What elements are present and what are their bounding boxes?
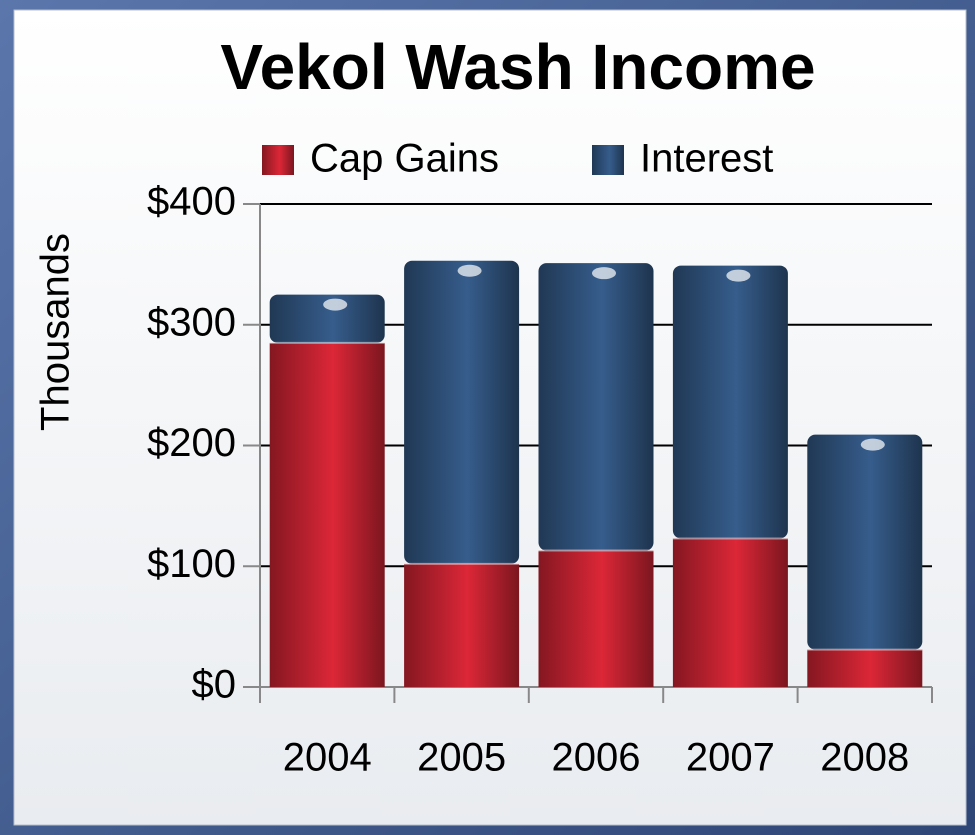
x-tick-label: 2008 — [820, 736, 909, 780]
x-tick-label: 2006 — [552, 736, 641, 780]
bar-segment — [672, 265, 788, 539]
highlight — [592, 267, 616, 280]
bar-segment — [269, 294, 385, 343]
chart-title: Vekol Wash Income — [220, 31, 815, 103]
highlight — [323, 298, 348, 311]
legend-swatch — [262, 145, 294, 175]
highlight — [726, 269, 751, 282]
y-tick-label: $0 — [192, 663, 237, 707]
highlight — [457, 264, 482, 277]
legend-label: Cap Gains — [310, 137, 499, 181]
y-tick-label: $300 — [147, 300, 236, 344]
x-tick-label: 2004 — [283, 736, 372, 780]
legend-swatch — [592, 145, 624, 175]
bar-segment — [807, 434, 923, 650]
legend-label: Interest — [640, 137, 773, 181]
bar-segment — [538, 550, 654, 687]
bar-segment — [269, 342, 385, 687]
y-tick-label: $100 — [147, 542, 236, 586]
y-tick-label: $400 — [147, 180, 236, 224]
bar-segment — [404, 260, 520, 564]
x-tick-label: 2005 — [417, 736, 506, 780]
bar-segment — [538, 263, 654, 551]
highlight — [860, 438, 885, 451]
bar-segment — [807, 649, 923, 687]
y-tick-label: $200 — [147, 421, 236, 465]
bar-segment — [404, 563, 520, 687]
bar-segment — [672, 538, 788, 687]
x-tick-label: 2007 — [686, 736, 775, 780]
y-axis-label: Thousands — [34, 233, 78, 431]
